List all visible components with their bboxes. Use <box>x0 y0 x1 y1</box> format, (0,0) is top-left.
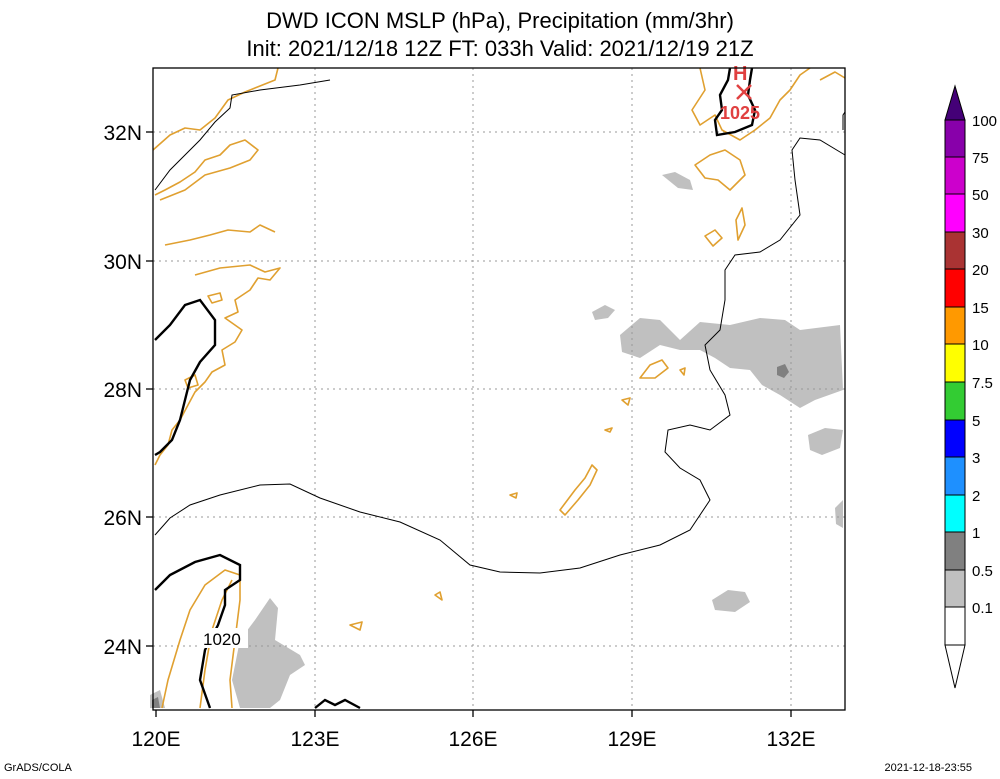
colorbar-label: 10 <box>972 337 989 354</box>
lat-label: 32N <box>103 122 142 145</box>
colorbar-label: 5 <box>972 413 980 430</box>
coastline-korea-jeju <box>819 71 846 81</box>
colorbar-label: 1 <box>972 525 980 542</box>
lat-label: 26N <box>103 507 142 530</box>
isobar-line <box>154 137 846 574</box>
precip-area <box>662 172 693 190</box>
coastline-china-north <box>152 67 279 151</box>
coastline-yakushima <box>704 229 723 247</box>
coastline-small-island <box>509 492 518 499</box>
isobars-major <box>154 67 757 710</box>
axis-ticks <box>146 131 792 717</box>
lon-label: 129E <box>607 728 656 751</box>
colorbar-swatch <box>944 569 966 608</box>
coastlines <box>152 67 846 709</box>
colorbar-label: 75 <box>972 150 989 167</box>
isobar-1020 <box>154 553 242 709</box>
chart-subtitle: Init: 2021/12/18 12Z FT: 033h Valid: 202… <box>246 36 754 61</box>
coastline-small-island <box>604 427 613 433</box>
map-grid <box>153 68 845 710</box>
colorbar-swatch <box>944 268 966 308</box>
precip-area <box>592 305 615 320</box>
colorbar-label: 0.5 <box>972 563 993 580</box>
colorbar-label: 30 <box>972 225 989 242</box>
coastline-small-island <box>679 367 686 376</box>
lon-label: 126E <box>448 728 497 751</box>
colorbar-label: 2 <box>972 488 980 505</box>
precipitation-areas <box>150 172 843 708</box>
coastline-yangtze <box>154 139 259 201</box>
colorbar-swatch <box>944 494 966 533</box>
colorbar-labels: 100 75 50 30 20 15 10 7.5 5 3 2 1 0.5 0.… <box>972 113 997 617</box>
footer-software-credit: GrADS/COLA <box>4 762 72 774</box>
precip-area <box>777 364 789 378</box>
isobar-1025 <box>713 67 757 137</box>
colorbar-swatch <box>944 193 966 233</box>
isobar-label-1020: 1020 <box>203 630 241 649</box>
colorbar-swatch <box>944 606 966 646</box>
colorbar-bottom-arrow <box>944 644 966 689</box>
colorbar-label: 50 <box>972 187 989 204</box>
coastline-tanegashima <box>735 207 746 241</box>
colorbar-label: 20 <box>972 262 989 279</box>
colorbar-swatch <box>944 231 966 270</box>
colorbar-label: 3 <box>972 450 980 467</box>
coastline-japan-kyushu <box>691 67 811 141</box>
lon-tick-labels: 120E 123E 126E 129E 132E <box>131 728 815 751</box>
lat-label: 24N <box>103 636 142 659</box>
isobar-1020 <box>154 298 217 457</box>
colorbar-swatch <box>944 343 966 383</box>
colorbar-swatch <box>944 381 966 421</box>
coastline-amami <box>639 359 669 379</box>
colorbar-label: 0.1 <box>972 600 993 617</box>
footer-timestamp: 2021-12-18-23:55 <box>884 762 972 774</box>
chart-title: DWD ICON MSLP (hPa), Precipitation (mm/3… <box>266 8 734 33</box>
coastline-small-island <box>621 397 631 406</box>
coastline-kyushu-south <box>694 149 746 191</box>
isobar-line <box>842 111 846 130</box>
precip-area <box>835 500 843 528</box>
colorbar-swatch <box>944 156 966 195</box>
isobar-1020 <box>314 698 361 710</box>
high-pressure-value: 1025 <box>720 103 760 123</box>
colorbar-top-arrow <box>944 84 966 121</box>
coastline-small-island <box>349 621 363 631</box>
colorbar <box>944 84 966 689</box>
high-pressure-marker: H 1025 <box>720 63 760 123</box>
precip-area <box>620 318 843 408</box>
precip-area <box>152 697 160 708</box>
isobars <box>154 79 846 574</box>
coastline-taiwan <box>161 569 241 709</box>
precip-area <box>808 428 843 455</box>
lat-label: 30N <box>103 251 142 274</box>
colorbar-label: 7.5 <box>972 375 993 392</box>
colorbar-swatch <box>944 306 966 345</box>
precip-area <box>232 598 305 708</box>
colorbar-swatch <box>944 456 966 496</box>
lon-label: 123E <box>290 728 339 751</box>
colorbar-swatch <box>944 531 966 571</box>
isobar-line <box>154 79 331 191</box>
coastline-small-island <box>434 591 443 601</box>
lat-label: 28N <box>103 379 142 402</box>
precipitation-areas-heavier <box>152 364 789 708</box>
colorbar-swatch <box>944 119 966 158</box>
precip-area <box>712 590 750 612</box>
coastline-island <box>207 292 223 304</box>
colorbar-label: 15 <box>972 300 989 317</box>
lon-label: 132E <box>766 728 815 751</box>
coastline-okinawa <box>559 464 598 516</box>
lat-tick-labels: 32N 30N 28N 26N 24N <box>103 122 142 659</box>
high-center-cross-icon <box>736 84 752 100</box>
high-symbol: H <box>733 63 747 85</box>
colorbar-swatch <box>944 419 966 458</box>
isobar-labels: 1020 <box>200 628 248 649</box>
coastline-hangzhou <box>164 224 276 246</box>
lon-label: 120E <box>131 728 180 751</box>
colorbar-label: 100 <box>972 113 997 130</box>
